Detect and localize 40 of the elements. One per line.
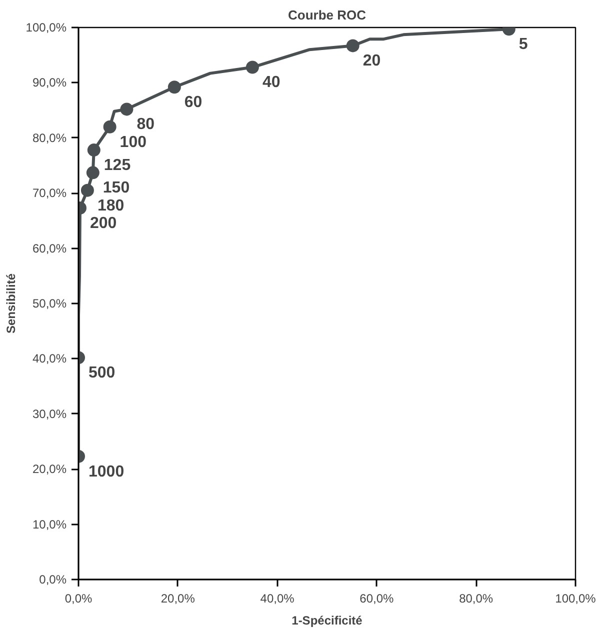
annotation: 80	[136, 116, 155, 134]
annotation: 20	[362, 52, 381, 70]
y-tick-label: 80,0%	[32, 130, 67, 145]
annotation: 1000	[88, 463, 124, 480]
annotation: 100	[120, 134, 147, 151]
y-tick-label: 20,0%	[32, 462, 67, 476]
x-tick-label: 40,0%	[260, 592, 295, 606]
annotation: 150	[102, 180, 130, 197]
point	[120, 102, 134, 116]
x-tick-label: 0,0%	[64, 592, 93, 606]
y-tick-label: 70,0%	[32, 186, 67, 200]
y-tick-label: 10,0%	[32, 517, 67, 532]
y-tick-label: 100,0%	[26, 20, 67, 34]
y-tick-label: 90,0%	[32, 76, 67, 90]
y-tick-label: 60,0%	[32, 241, 67, 256]
x-tick-label: 100,0%	[555, 592, 596, 606]
point	[80, 184, 94, 197]
annotation: 200	[90, 215, 117, 232]
y-tick-label: 40,0%	[32, 352, 67, 366]
x-tick-label: 60,0%	[360, 592, 394, 606]
point	[86, 166, 100, 180]
annotation: 180	[97, 197, 124, 214]
annotation: 60	[184, 94, 202, 112]
annotation: 500	[88, 364, 116, 382]
y-axis-title: Sensibilité	[4, 273, 18, 334]
annotation: 125	[104, 157, 131, 174]
point	[246, 60, 259, 74]
point	[346, 39, 360, 52]
annotation: 40	[262, 74, 280, 92]
x-tick-label: 80,0%	[459, 592, 494, 606]
annotation: 5	[518, 36, 528, 54]
y-tick-label: 30,0%	[32, 406, 67, 421]
y-tick-label: 0,0%	[39, 572, 67, 586]
x-tick-label: 20,0%	[160, 592, 196, 606]
point	[103, 120, 116, 134]
x-axis-title: 1-Spécificité	[292, 614, 363, 628]
chart-title: Courbe ROC	[288, 8, 367, 22]
point	[168, 80, 181, 94]
point	[87, 144, 100, 157]
y-tick-label: 50,0%	[32, 296, 67, 310]
